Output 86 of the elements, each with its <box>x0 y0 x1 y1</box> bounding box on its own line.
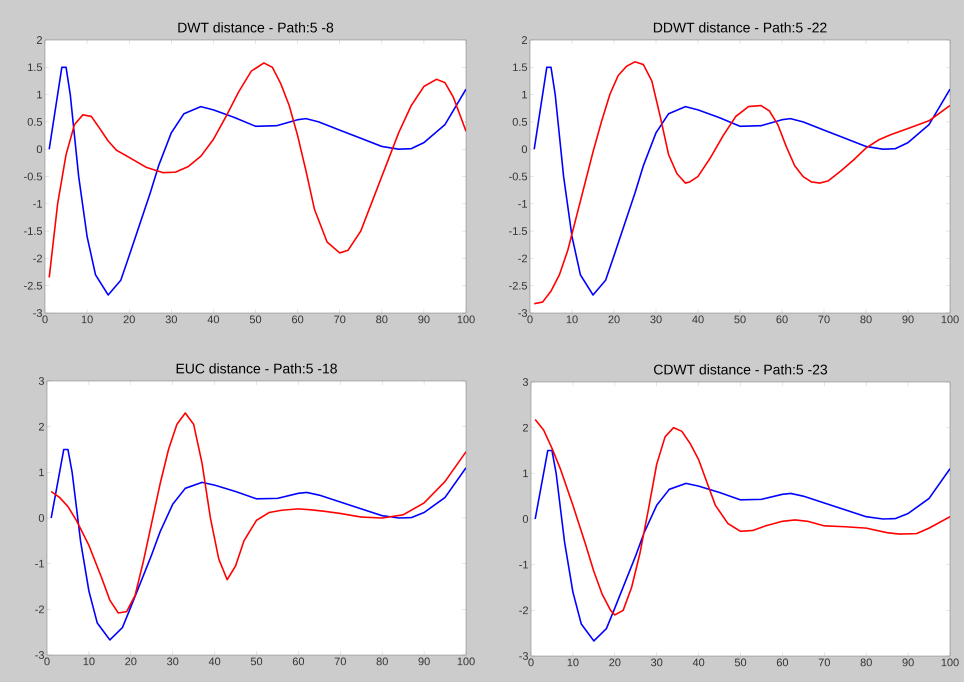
y-tick-label: 0 <box>522 515 528 523</box>
x-tick-label: 50 <box>250 658 262 666</box>
x-tick-label: 10 <box>82 316 93 324</box>
x-tick-label: 10 <box>566 316 578 324</box>
y-tick-label: -2.5 <box>24 282 42 290</box>
y-tick-label: 3 <box>522 378 528 386</box>
y-tick-label: 1.5 <box>513 63 528 72</box>
y-tick-label: -1.5 <box>509 227 528 235</box>
chart-title: DWT distance - Path:5 -8 <box>178 22 334 33</box>
y-tick-label: -1 <box>518 200 527 208</box>
x-tick-label: 100 <box>458 658 475 666</box>
y-tick-label: 1.5 <box>28 63 42 72</box>
y-tick-label: -2 <box>519 606 528 614</box>
x-tick-label: 70 <box>334 316 346 324</box>
x-tick-label: 0 <box>44 658 50 666</box>
x-tick-label: 90 <box>902 658 914 666</box>
y-tick-label: 0.5 <box>512 118 528 126</box>
y-tick-label: -3 <box>35 651 44 659</box>
x-tick-label: 40 <box>692 658 704 666</box>
y-tick-label: 1 <box>522 90 527 98</box>
x-tick-label: 100 <box>942 316 959 324</box>
x-tick-label: 70 <box>334 658 346 666</box>
x-tick-label: 90 <box>418 658 430 666</box>
y-tick-label: 2 <box>522 424 528 432</box>
y-tick-label: -3 <box>33 309 42 317</box>
x-tick-label: 90 <box>902 316 914 324</box>
x-tick-label: 60 <box>292 658 304 666</box>
line-series <box>50 448 466 641</box>
y-tick-label: -3 <box>519 652 528 660</box>
x-tick-label: 50 <box>250 316 262 324</box>
x-tick-label: 10 <box>84 658 95 666</box>
x-tick-label: 20 <box>609 658 620 666</box>
y-tick-label: 0 <box>36 145 42 154</box>
y-tick-label: -1.5 <box>24 227 42 235</box>
chart-title: DDWT distance - Path:5 -22 <box>654 22 826 33</box>
y-tick-label: 1 <box>37 90 42 98</box>
y-tick-label: -2 <box>35 606 44 614</box>
y-tick-label: -1 <box>35 560 44 568</box>
x-tick-label: 90 <box>418 316 430 324</box>
x-tick-label: 70 <box>818 658 830 666</box>
line-series <box>534 418 950 616</box>
x-tick-label: 50 <box>734 658 746 666</box>
x-tick-label: 30 <box>166 316 177 324</box>
x-tick-label: 40 <box>208 658 220 666</box>
x-tick-label: 30 <box>651 658 662 666</box>
y-tick-label: 0 <box>38 514 44 522</box>
x-tick-label: 60 <box>776 316 788 324</box>
x-tick-label: 50 <box>734 316 746 324</box>
x-tick-label: 80 <box>860 658 872 666</box>
y-tick-label: -3 <box>518 309 527 317</box>
x-tick-label: 80 <box>376 658 388 666</box>
x-tick-label: 70 <box>818 316 830 324</box>
y-tick-label: -2 <box>518 254 527 262</box>
y-tick-label: 1 <box>39 468 44 476</box>
y-tick-label: 0.5 <box>28 118 42 126</box>
y-tick-label: -0.5 <box>24 172 42 180</box>
y-tick-label: -2 <box>33 254 42 262</box>
x-tick-label: 20 <box>125 658 136 666</box>
chart-title: CDWT distance - Path:5 -23 <box>654 364 828 375</box>
line-series <box>50 412 466 614</box>
y-tick-label: -1 <box>519 560 528 568</box>
x-tick-label: 20 <box>608 316 620 324</box>
line-series <box>534 450 950 642</box>
x-tick-label: 80 <box>376 316 388 324</box>
y-tick-label: 2 <box>522 36 527 44</box>
x-tick-label: 100 <box>458 316 475 324</box>
x-tick-label: 40 <box>692 316 704 324</box>
y-tick-label: 0 <box>522 145 528 154</box>
x-tick-label: 80 <box>860 316 872 324</box>
chart-title: EUC distance - Path:5 -18 <box>176 363 337 374</box>
y-tick-label: 2 <box>38 422 44 430</box>
x-tick-label: 60 <box>776 658 788 666</box>
x-tick-label: 20 <box>124 316 135 324</box>
y-tick-label: 1 <box>523 470 528 478</box>
y-tick-label: -2.5 <box>509 282 528 290</box>
y-tick-label: -0.5 <box>509 172 528 180</box>
x-tick-label: 30 <box>167 658 178 666</box>
x-tick-label: 30 <box>650 316 662 324</box>
y-tick-label: -1 <box>33 200 42 208</box>
x-tick-label: 60 <box>292 316 304 324</box>
y-tick-label: 3 <box>38 377 44 385</box>
y-tick-label: 2 <box>36 36 42 44</box>
x-tick-label: 40 <box>208 316 220 324</box>
x-tick-label: 100 <box>942 658 959 666</box>
x-tick-label: 0 <box>528 658 534 666</box>
x-tick-label: 10 <box>568 658 579 666</box>
